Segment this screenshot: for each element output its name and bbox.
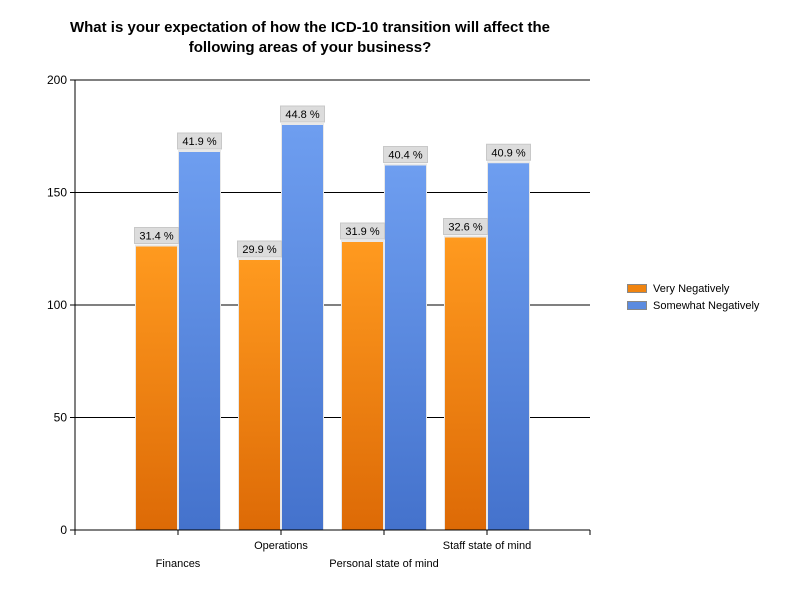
data-label-box bbox=[177, 132, 222, 150]
x-tick-label-3: Staff state of mind bbox=[443, 540, 531, 552]
bar-0-2 bbox=[342, 242, 383, 530]
y-tick-label-50: 50 bbox=[54, 411, 68, 425]
bar-1-1 bbox=[282, 125, 323, 530]
bar-0-0 bbox=[136, 246, 177, 530]
data-label-box bbox=[280, 105, 325, 123]
legend-label-somewhat-negatively: Somewhat Negatively bbox=[653, 299, 760, 312]
data-label-0-1: 29.9 % bbox=[242, 244, 276, 256]
data-label-group: 31.4 % 41.9 % 29.9 % 44.8 % 31.9 % 40.4 % 32.6… bbox=[134, 105, 531, 258]
chart-title: What is your expectation of how the ICD-… bbox=[0, 18, 620, 58]
data-label-box bbox=[134, 227, 179, 244]
x-tick-label-2: Personal state of mind bbox=[329, 558, 438, 570]
x-tick-label-1: Operations bbox=[254, 540, 308, 552]
bar-0-1 bbox=[239, 260, 280, 530]
bar-0-3 bbox=[445, 237, 486, 530]
data-label-box bbox=[340, 222, 385, 240]
data-label-0-3: 32.6 % bbox=[448, 222, 482, 234]
y-tick-label-200: 200 bbox=[47, 73, 67, 87]
data-label-box bbox=[237, 240, 282, 258]
bar-group bbox=[135, 123, 530, 530]
legend-item-somewhat-negatively: Somewhat Negatively bbox=[627, 297, 759, 314]
data-label-1-1: 44.8 % bbox=[285, 109, 319, 121]
x-tick-label-0: Finances bbox=[156, 558, 201, 570]
data-label-box bbox=[486, 143, 531, 161]
legend-swatch-very-negatively bbox=[627, 284, 647, 293]
legend-item-very-negatively: Very Negatively bbox=[627, 280, 759, 297]
chart-title-line-2: following areas of your business? bbox=[188, 39, 432, 56]
data-label-1-0: 41.9 % bbox=[182, 136, 216, 148]
data-label-1-2: 40.4 % bbox=[388, 150, 422, 162]
data-label-box bbox=[383, 146, 428, 163]
data-label-0-2: 31.9 % bbox=[345, 226, 379, 238]
data-label-box bbox=[443, 218, 488, 235]
legend-label-very-negatively: Very Negatively bbox=[653, 282, 730, 295]
y-tick-label-0: 0 bbox=[60, 523, 67, 537]
chart-title-line-1: What is your expectation of how the ICD-… bbox=[69, 19, 551, 36]
legend-swatch-somewhat-negatively bbox=[627, 301, 647, 310]
bar-1-0 bbox=[179, 152, 220, 530]
bar-1-3 bbox=[488, 163, 529, 530]
data-label-1-3: 40.9 % bbox=[491, 147, 525, 159]
bar-1-2 bbox=[385, 165, 426, 530]
y-tick-label-100: 100 bbox=[47, 298, 67, 312]
legend: Very Negatively Somewhat Negatively bbox=[627, 280, 759, 314]
data-label-0-0: 31.4 % bbox=[139, 231, 173, 243]
y-tick-label-150: 150 bbox=[47, 186, 67, 200]
axes: 0 50 100 150 200 Finances Operations Personal s… bbox=[47, 73, 591, 570]
